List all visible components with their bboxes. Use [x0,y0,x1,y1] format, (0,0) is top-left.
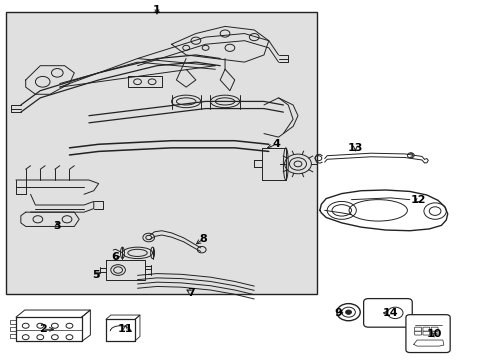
Text: 5: 5 [92,270,100,280]
Text: 4: 4 [272,139,280,149]
Text: 13: 13 [347,143,362,153]
Text: 1: 1 [153,5,161,15]
FancyBboxPatch shape [414,331,421,335]
FancyBboxPatch shape [6,12,317,294]
Text: 9: 9 [334,308,342,318]
Text: 10: 10 [426,329,441,339]
FancyBboxPatch shape [414,327,421,331]
Text: 7: 7 [187,288,195,297]
FancyBboxPatch shape [422,327,429,331]
FancyBboxPatch shape [430,331,437,335]
Text: 12: 12 [410,195,426,204]
Text: 6: 6 [111,252,120,262]
Text: 14: 14 [382,308,397,318]
Text: 2: 2 [39,324,46,334]
FancyBboxPatch shape [430,327,437,331]
FancyBboxPatch shape [405,315,449,352]
Text: 11: 11 [118,324,133,334]
Text: 3: 3 [53,221,61,231]
Text: 8: 8 [199,234,206,244]
FancyBboxPatch shape [422,331,429,335]
Circle shape [345,310,351,314]
FancyBboxPatch shape [363,298,411,327]
